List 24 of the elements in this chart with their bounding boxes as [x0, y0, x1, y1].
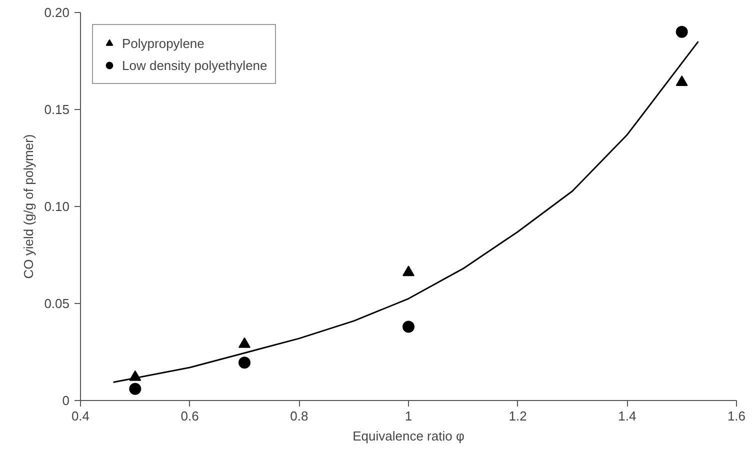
point — [402, 320, 414, 333]
point — [238, 337, 250, 348]
point — [676, 75, 688, 86]
y-tick-label: 0 — [62, 393, 70, 408]
x-tick-label: 1.4 — [618, 408, 636, 424]
line-series — [112, 40, 699, 384]
y-tick-label: 0.10 — [44, 199, 70, 214]
x-tick-label: 1.2 — [508, 408, 527, 424]
legend-label: Polypropylene — [122, 36, 204, 50]
x-tick-label: 0.6 — [180, 408, 199, 424]
y-tick-label: 0.20 — [44, 5, 70, 20]
legend-label: Low density polyethylene — [122, 58, 268, 72]
x-tick-label: 0.8 — [290, 408, 308, 424]
y-axis-title: CO yield (g/g of polymer) — [21, 134, 36, 279]
x-tick-label: 1.6 — [727, 408, 746, 424]
point — [676, 26, 688, 38]
y-tick-label: 0.15 — [44, 102, 70, 117]
x-axis-title: Equivalence ratio φ — [352, 428, 464, 444]
x-tick-label: 0.4 — [71, 408, 90, 424]
y-tick-label: 0.05 — [44, 296, 70, 311]
point — [238, 356, 250, 369]
point — [129, 382, 142, 395]
x-tick-label: 1 — [404, 408, 412, 424]
point — [402, 266, 414, 276]
